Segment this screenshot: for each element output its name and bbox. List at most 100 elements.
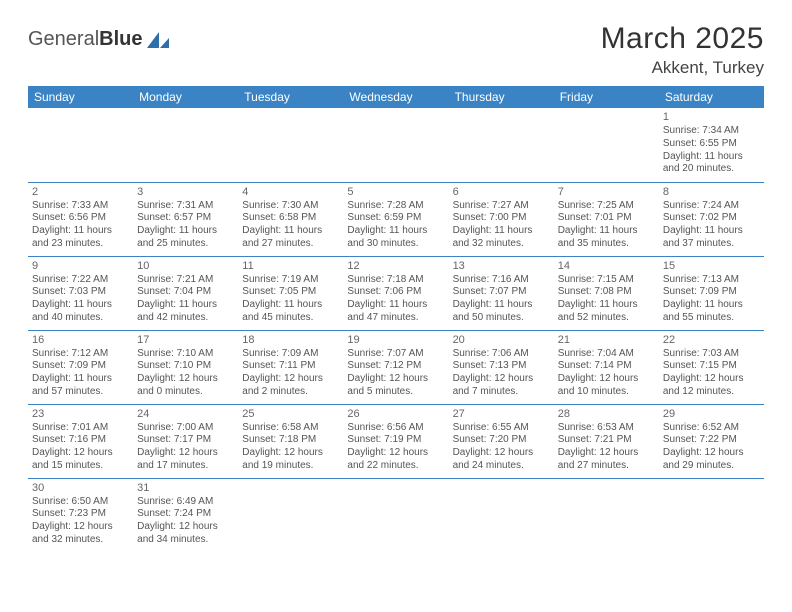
day-number: 27 xyxy=(453,407,550,421)
day-number: 17 xyxy=(137,333,234,347)
daylight-line-2: and 17 minutes. xyxy=(137,460,234,473)
calendar-cell: 19Sunrise: 7:07 AMSunset: 7:12 PMDayligh… xyxy=(343,330,448,404)
daylight-line-2: and 45 minutes. xyxy=(242,312,339,325)
calendar-row: 30Sunrise: 6:50 AMSunset: 7:23 PMDayligh… xyxy=(28,478,764,552)
day-number: 24 xyxy=(137,407,234,421)
daylight-line-2: and 27 minutes. xyxy=(242,238,339,251)
sunset-line: Sunset: 7:11 PM xyxy=(242,360,339,373)
daylight-line-2: and 27 minutes. xyxy=(558,460,655,473)
sunset-line: Sunset: 6:57 PM xyxy=(137,212,234,225)
daylight-line-1: Daylight: 12 hours xyxy=(137,447,234,460)
sunset-line: Sunset: 7:17 PM xyxy=(137,434,234,447)
day-number: 22 xyxy=(663,333,760,347)
calendar-cell: 29Sunrise: 6:52 AMSunset: 7:22 PMDayligh… xyxy=(659,404,764,478)
daylight-line-2: and 7 minutes. xyxy=(453,386,550,399)
day-number: 8 xyxy=(663,185,760,199)
day-header: Monday xyxy=(133,86,238,108)
daylight-line-2: and 29 minutes. xyxy=(663,460,760,473)
calendar-cell: 23Sunrise: 7:01 AMSunset: 7:16 PMDayligh… xyxy=(28,404,133,478)
day-number: 2 xyxy=(32,185,129,199)
daylight-line-2: and 23 minutes. xyxy=(32,238,129,251)
calendar-cell: 26Sunrise: 6:56 AMSunset: 7:19 PMDayligh… xyxy=(343,404,448,478)
sunset-line: Sunset: 6:59 PM xyxy=(347,212,444,225)
calendar-cell: 20Sunrise: 7:06 AMSunset: 7:13 PMDayligh… xyxy=(449,330,554,404)
calendar-cell: 3Sunrise: 7:31 AMSunset: 6:57 PMDaylight… xyxy=(133,182,238,256)
daylight-line-2: and 57 minutes. xyxy=(32,386,129,399)
sunset-line: Sunset: 6:55 PM xyxy=(663,138,760,151)
calendar-cell: 25Sunrise: 6:58 AMSunset: 7:18 PMDayligh… xyxy=(238,404,343,478)
daylight-line-1: Daylight: 11 hours xyxy=(32,225,129,238)
daylight-line-2: and 35 minutes. xyxy=(558,238,655,251)
daylight-line-1: Daylight: 12 hours xyxy=(663,447,760,460)
calendar-row: 16Sunrise: 7:12 AMSunset: 7:09 PMDayligh… xyxy=(28,330,764,404)
calendar-cell: 8Sunrise: 7:24 AMSunset: 7:02 PMDaylight… xyxy=(659,182,764,256)
calendar-cell: 28Sunrise: 6:53 AMSunset: 7:21 PMDayligh… xyxy=(554,404,659,478)
calendar-cell: 11Sunrise: 7:19 AMSunset: 7:05 PMDayligh… xyxy=(238,256,343,330)
sunrise-line: Sunrise: 7:04 AM xyxy=(558,348,655,361)
sunset-line: Sunset: 6:58 PM xyxy=(242,212,339,225)
sunrise-line: Sunrise: 7:06 AM xyxy=(453,348,550,361)
calendar-cell: 31Sunrise: 6:49 AMSunset: 7:24 PMDayligh… xyxy=(133,478,238,552)
daylight-line-1: Daylight: 11 hours xyxy=(453,225,550,238)
sunrise-line: Sunrise: 6:50 AM xyxy=(32,496,129,509)
calendar-cell-empty xyxy=(133,108,238,182)
header: GeneralBlue March 2025 Akkent, Turkey xyxy=(28,22,764,78)
sunrise-line: Sunrise: 7:28 AM xyxy=(347,200,444,213)
daylight-line-2: and 47 minutes. xyxy=(347,312,444,325)
sunset-line: Sunset: 7:03 PM xyxy=(32,286,129,299)
daylight-line-1: Daylight: 11 hours xyxy=(663,151,760,164)
daylight-line-1: Daylight: 11 hours xyxy=(558,225,655,238)
daylight-line-1: Daylight: 12 hours xyxy=(137,373,234,386)
sunrise-line: Sunrise: 7:22 AM xyxy=(32,274,129,287)
logo-general: General xyxy=(28,28,99,50)
sunrise-line: Sunrise: 7:00 AM xyxy=(137,422,234,435)
day-number: 30 xyxy=(32,481,129,495)
day-number: 4 xyxy=(242,185,339,199)
day-number: 1 xyxy=(663,110,760,124)
daylight-line-1: Daylight: 12 hours xyxy=(137,521,234,534)
daylight-line-2: and 12 minutes. xyxy=(663,386,760,399)
sunrise-line: Sunrise: 6:55 AM xyxy=(453,422,550,435)
daylight-line-1: Daylight: 11 hours xyxy=(32,373,129,386)
sunrise-line: Sunrise: 6:52 AM xyxy=(663,422,760,435)
daylight-line-2: and 24 minutes. xyxy=(453,460,550,473)
sunrise-line: Sunrise: 7:27 AM xyxy=(453,200,550,213)
sunset-line: Sunset: 7:06 PM xyxy=(347,286,444,299)
sunrise-line: Sunrise: 7:10 AM xyxy=(137,348,234,361)
day-number: 20 xyxy=(453,333,550,347)
sunset-line: Sunset: 7:18 PM xyxy=(242,434,339,447)
daylight-line-2: and 42 minutes. xyxy=(137,312,234,325)
day-number: 9 xyxy=(32,259,129,273)
calendar-cell: 1Sunrise: 7:34 AMSunset: 6:55 PMDaylight… xyxy=(659,108,764,182)
sunset-line: Sunset: 7:15 PM xyxy=(663,360,760,373)
sunset-line: Sunset: 7:01 PM xyxy=(558,212,655,225)
sunset-line: Sunset: 7:21 PM xyxy=(558,434,655,447)
sunset-line: Sunset: 6:56 PM xyxy=(32,212,129,225)
calendar-cell: 2Sunrise: 7:33 AMSunset: 6:56 PMDaylight… xyxy=(28,182,133,256)
daylight-line-1: Daylight: 12 hours xyxy=(242,373,339,386)
sunset-line: Sunset: 7:05 PM xyxy=(242,286,339,299)
day-number: 5 xyxy=(347,185,444,199)
sunset-line: Sunset: 7:14 PM xyxy=(558,360,655,373)
calendar-cell: 15Sunrise: 7:13 AMSunset: 7:09 PMDayligh… xyxy=(659,256,764,330)
daylight-line-2: and 15 minutes. xyxy=(32,460,129,473)
sunrise-line: Sunrise: 7:15 AM xyxy=(558,274,655,287)
day-header: Friday xyxy=(554,86,659,108)
calendar-cell: 9Sunrise: 7:22 AMSunset: 7:03 PMDaylight… xyxy=(28,256,133,330)
day-number: 18 xyxy=(242,333,339,347)
daylight-line-1: Daylight: 11 hours xyxy=(663,299,760,312)
calendar-cell-empty xyxy=(28,108,133,182)
day-number: 21 xyxy=(558,333,655,347)
daylight-line-2: and 2 minutes. xyxy=(242,386,339,399)
daylight-line-2: and 32 minutes. xyxy=(32,534,129,547)
sunrise-line: Sunrise: 6:53 AM xyxy=(558,422,655,435)
daylight-line-2: and 0 minutes. xyxy=(137,386,234,399)
sunset-line: Sunset: 7:19 PM xyxy=(347,434,444,447)
calendar-cell: 12Sunrise: 7:18 AMSunset: 7:06 PMDayligh… xyxy=(343,256,448,330)
calendar-row: 2Sunrise: 7:33 AMSunset: 6:56 PMDaylight… xyxy=(28,182,764,256)
day-number: 14 xyxy=(558,259,655,273)
calendar-cell: 24Sunrise: 7:00 AMSunset: 7:17 PMDayligh… xyxy=(133,404,238,478)
calendar-cell-empty xyxy=(449,108,554,182)
sunset-line: Sunset: 7:09 PM xyxy=(32,360,129,373)
daylight-line-1: Daylight: 12 hours xyxy=(663,373,760,386)
